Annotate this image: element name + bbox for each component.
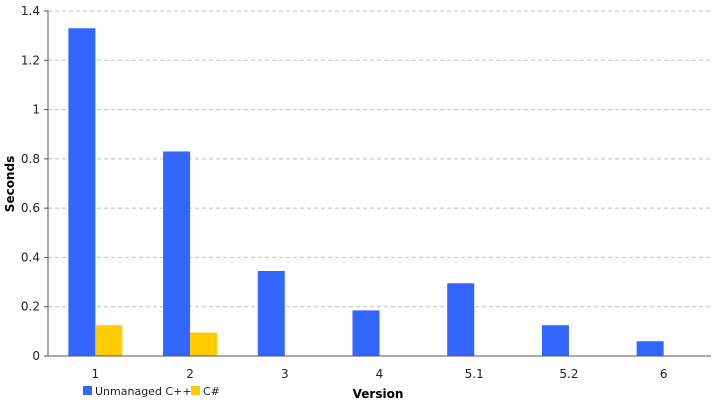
y-axis-title: Seconds bbox=[3, 156, 17, 212]
bar-cpp bbox=[541, 325, 569, 356]
y-tick-labels: 0 0.2 0.4 0.6 0.8 1 1.2 1.4 bbox=[21, 4, 48, 363]
legend-label: C# bbox=[203, 385, 220, 398]
x-axis-title: Version bbox=[353, 387, 404, 401]
legend: Unmanaged C++ C# bbox=[83, 385, 220, 398]
x-tick-label: 6 bbox=[660, 367, 668, 381]
y-tick-label: 1.4 bbox=[21, 4, 40, 18]
x-tick-label: 4 bbox=[376, 367, 384, 381]
bar-cpp bbox=[447, 283, 475, 356]
legend-swatch bbox=[83, 386, 92, 395]
x-tick-label: 1 bbox=[92, 367, 100, 381]
bar-cpp bbox=[257, 270, 285, 356]
bar-cpp bbox=[636, 341, 664, 356]
bar-cpp bbox=[68, 28, 96, 356]
y-tick-label: 0.8 bbox=[21, 152, 40, 166]
y-tick-label: 1 bbox=[32, 103, 40, 117]
bar-csharp bbox=[95, 325, 123, 356]
y-tick-label: 0.6 bbox=[21, 201, 40, 215]
y-tick-label: 0 bbox=[32, 349, 40, 363]
bar-cpp bbox=[352, 310, 380, 356]
legend-swatch bbox=[191, 386, 200, 395]
bar-csharp bbox=[190, 332, 218, 356]
y-tick-label: 1.2 bbox=[21, 53, 40, 67]
y-tick-label: 0.4 bbox=[21, 250, 40, 264]
x-tick-labels: 1 2 3 4 5.1 5.2 6 bbox=[92, 367, 668, 381]
x-tick-label: 5.1 bbox=[465, 367, 484, 381]
bar-cpp bbox=[163, 151, 191, 356]
axes bbox=[47, 11, 711, 357]
grid-lines bbox=[48, 10, 711, 308]
legend-label: Unmanaged C++ bbox=[95, 385, 192, 398]
x-tick-label: 2 bbox=[186, 367, 194, 381]
x-tick-label: 3 bbox=[281, 367, 289, 381]
bars bbox=[68, 28, 664, 356]
x-tick-label: 5.2 bbox=[559, 367, 578, 381]
y-tick-label: 0.2 bbox=[21, 300, 40, 314]
